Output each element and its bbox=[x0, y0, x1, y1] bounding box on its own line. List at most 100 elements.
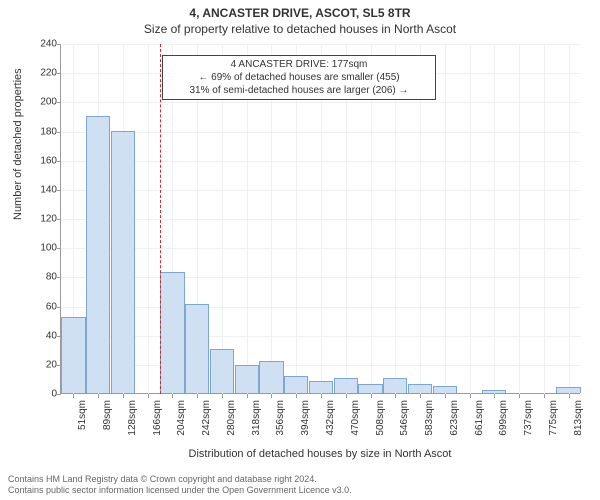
x-tick-label: 699sqm bbox=[498, 400, 509, 436]
y-tick-mark bbox=[57, 394, 61, 395]
x-tick-label: 661sqm bbox=[474, 400, 485, 436]
histogram-bar bbox=[210, 349, 234, 393]
x-tick-mark bbox=[346, 394, 347, 398]
x-tick-mark bbox=[519, 394, 520, 398]
footer-attribution: Contains HM Land Registry data © Crown c… bbox=[8, 474, 352, 496]
y-tick-label: 60 bbox=[29, 301, 57, 312]
y-tick-label: 80 bbox=[29, 272, 57, 283]
gridline-v bbox=[148, 44, 149, 394]
x-tick-label: 813sqm bbox=[573, 400, 584, 436]
x-tick-mark bbox=[98, 394, 99, 398]
histogram-bar bbox=[358, 384, 382, 393]
histogram-bar bbox=[284, 376, 308, 394]
x-tick-mark bbox=[123, 394, 124, 398]
histogram-bar bbox=[185, 304, 209, 393]
footer-line-2: Contains public sector information licen… bbox=[8, 485, 352, 496]
y-tick-mark bbox=[57, 219, 61, 220]
x-tick-mark bbox=[73, 394, 74, 398]
gridline-v bbox=[519, 44, 520, 394]
x-tick-mark bbox=[569, 394, 570, 398]
y-tick-mark bbox=[57, 307, 61, 308]
x-tick-label: 508sqm bbox=[375, 400, 386, 436]
histogram-bar bbox=[86, 116, 110, 393]
y-tick-label: 220 bbox=[29, 68, 57, 79]
y-tick-label: 40 bbox=[29, 330, 57, 341]
y-tick-mark bbox=[57, 277, 61, 278]
chart-area: 02040608010012014016018020022024051sqm89… bbox=[60, 44, 580, 394]
y-tick-label: 20 bbox=[29, 359, 57, 370]
histogram-bar bbox=[334, 378, 358, 393]
histogram-bar bbox=[482, 390, 506, 393]
x-tick-label: 546sqm bbox=[399, 400, 410, 436]
y-axis-label: Number of detached properties bbox=[12, 68, 24, 220]
x-tick-label: 470sqm bbox=[350, 400, 361, 436]
x-tick-label: 737sqm bbox=[523, 400, 534, 436]
x-tick-mark bbox=[148, 394, 149, 398]
address-title: 4, ANCASTER DRIVE, ASCOT, SL5 8TR bbox=[0, 0, 600, 20]
histogram-bar bbox=[408, 384, 432, 393]
x-tick-label: 394sqm bbox=[300, 400, 311, 436]
x-tick-mark bbox=[371, 394, 372, 398]
histogram-bar bbox=[433, 386, 457, 393]
x-tick-mark bbox=[247, 394, 248, 398]
y-tick-label: 240 bbox=[29, 39, 57, 50]
gridline-v bbox=[494, 44, 495, 394]
gridline-v bbox=[470, 44, 471, 394]
histogram-bar bbox=[160, 272, 184, 393]
x-tick-label: 280sqm bbox=[226, 400, 237, 436]
histogram-bar bbox=[111, 131, 135, 394]
x-tick-label: 318sqm bbox=[251, 400, 262, 436]
x-tick-label: 432sqm bbox=[325, 400, 336, 436]
x-tick-mark bbox=[494, 394, 495, 398]
histogram-bar bbox=[556, 387, 580, 393]
x-tick-mark bbox=[172, 394, 173, 398]
x-tick-mark bbox=[321, 394, 322, 398]
histogram-bar bbox=[259, 361, 283, 393]
gridline-v bbox=[445, 44, 446, 394]
annotation-line: 4 ANCASTER DRIVE: 177sqm bbox=[169, 58, 429, 71]
y-tick-mark bbox=[57, 132, 61, 133]
x-tick-label: 623sqm bbox=[449, 400, 460, 436]
x-tick-mark bbox=[395, 394, 396, 398]
x-tick-label: 204sqm bbox=[176, 400, 187, 436]
y-tick-label: 160 bbox=[29, 155, 57, 166]
chart-container: 4, ANCASTER DRIVE, ASCOT, SL5 8TR Size o… bbox=[0, 0, 600, 500]
x-tick-mark bbox=[544, 394, 545, 398]
annotation-line: ← 69% of detached houses are smaller (45… bbox=[169, 71, 429, 84]
x-tick-mark bbox=[197, 394, 198, 398]
y-tick-label: 100 bbox=[29, 243, 57, 254]
x-tick-mark bbox=[296, 394, 297, 398]
x-tick-label: 166sqm bbox=[152, 400, 163, 436]
x-tick-label: 242sqm bbox=[201, 400, 212, 436]
y-tick-mark bbox=[57, 44, 61, 45]
x-tick-label: 356sqm bbox=[275, 400, 286, 436]
annotation-line: 31% of semi-detached houses are larger (… bbox=[169, 84, 429, 97]
y-tick-label: 180 bbox=[29, 126, 57, 137]
gridline-v bbox=[544, 44, 545, 394]
histogram-bar bbox=[383, 378, 407, 393]
y-tick-label: 0 bbox=[29, 389, 57, 400]
x-tick-label: 89sqm bbox=[102, 400, 113, 430]
x-tick-mark bbox=[445, 394, 446, 398]
x-tick-label: 583sqm bbox=[424, 400, 435, 436]
y-tick-label: 140 bbox=[29, 184, 57, 195]
footer-line-1: Contains HM Land Registry data © Crown c… bbox=[8, 474, 352, 485]
y-tick-mark bbox=[57, 248, 61, 249]
x-tick-label: 775sqm bbox=[548, 400, 559, 436]
y-tick-mark bbox=[57, 73, 61, 74]
histogram-bar bbox=[309, 381, 333, 393]
annotation-box: 4 ANCASTER DRIVE: 177sqm← 69% of detache… bbox=[162, 55, 436, 100]
x-tick-mark bbox=[222, 394, 223, 398]
x-tick-mark bbox=[470, 394, 471, 398]
chart-subtitle: Size of property relative to detached ho… bbox=[0, 20, 600, 36]
x-tick-label: 128sqm bbox=[127, 400, 138, 436]
y-tick-label: 120 bbox=[29, 214, 57, 225]
histogram-bar bbox=[235, 365, 259, 393]
y-tick-mark bbox=[57, 161, 61, 162]
y-tick-label: 200 bbox=[29, 97, 57, 108]
x-tick-label: 51sqm bbox=[77, 400, 88, 430]
x-axis-label: Distribution of detached houses by size … bbox=[60, 448, 580, 460]
x-tick-mark bbox=[420, 394, 421, 398]
reference-line bbox=[160, 44, 161, 394]
histogram-bar bbox=[61, 317, 85, 393]
